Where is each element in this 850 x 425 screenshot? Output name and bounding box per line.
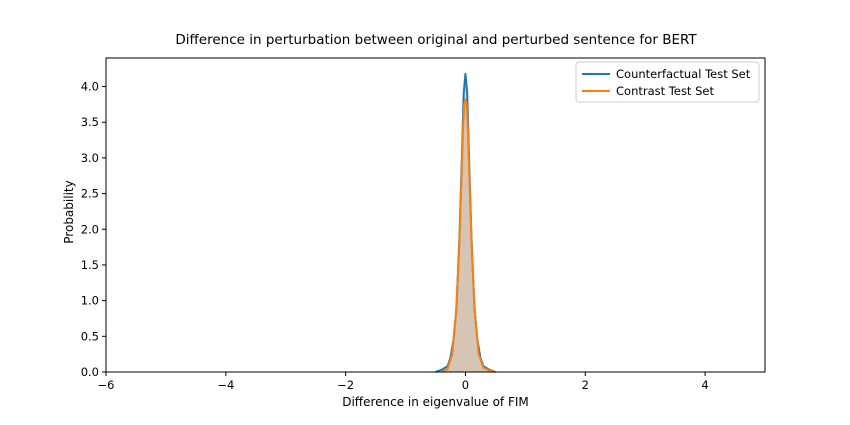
x-axis-ticks: −6 −4 −2 0 2 4 <box>98 372 709 392</box>
x-tick-label: −2 <box>337 378 354 392</box>
legend-label: Counterfactual Test Set <box>616 67 751 81</box>
x-tick-label: −6 <box>98 378 115 392</box>
y-tick-label: 0.5 <box>81 329 99 343</box>
series-fill-0 <box>435 73 496 372</box>
x-tick-label: 0 <box>462 378 469 392</box>
y-axis-label: Probability <box>62 180 76 243</box>
x-tick-label: 4 <box>701 378 708 392</box>
y-tick-label: 1.5 <box>81 258 99 272</box>
x-tick-label: −4 <box>217 378 234 392</box>
density-fills <box>435 73 496 372</box>
chart-title: Difference in perturbation between origi… <box>175 32 697 48</box>
y-tick-label: 0.0 <box>81 365 99 379</box>
y-axis-ticks: 0.0 0.5 1.0 1.5 2.0 2.5 3.0 3.5 4.0 <box>81 80 106 379</box>
series-fill-1 <box>441 99 496 372</box>
legend-label: Contrast Test Set <box>616 84 714 98</box>
x-axis-label: Difference in eigenvalue of FIM <box>342 395 529 409</box>
y-tick-label: 4.0 <box>81 80 99 94</box>
series-line-1 <box>441 98 496 373</box>
y-tick-label: 3.5 <box>81 115 99 129</box>
legend: Counterfactual Test Set Contrast Test Set <box>575 61 760 103</box>
y-tick-label: 1.0 <box>81 294 99 308</box>
x-tick-label: 2 <box>582 378 589 392</box>
legend-box <box>575 61 760 103</box>
density-lines <box>435 72 496 373</box>
y-tick-label: 2.0 <box>81 222 99 236</box>
y-tick-label: 2.5 <box>81 187 99 201</box>
y-tick-label: 3.0 <box>81 151 99 165</box>
plot-frame <box>105 57 766 373</box>
